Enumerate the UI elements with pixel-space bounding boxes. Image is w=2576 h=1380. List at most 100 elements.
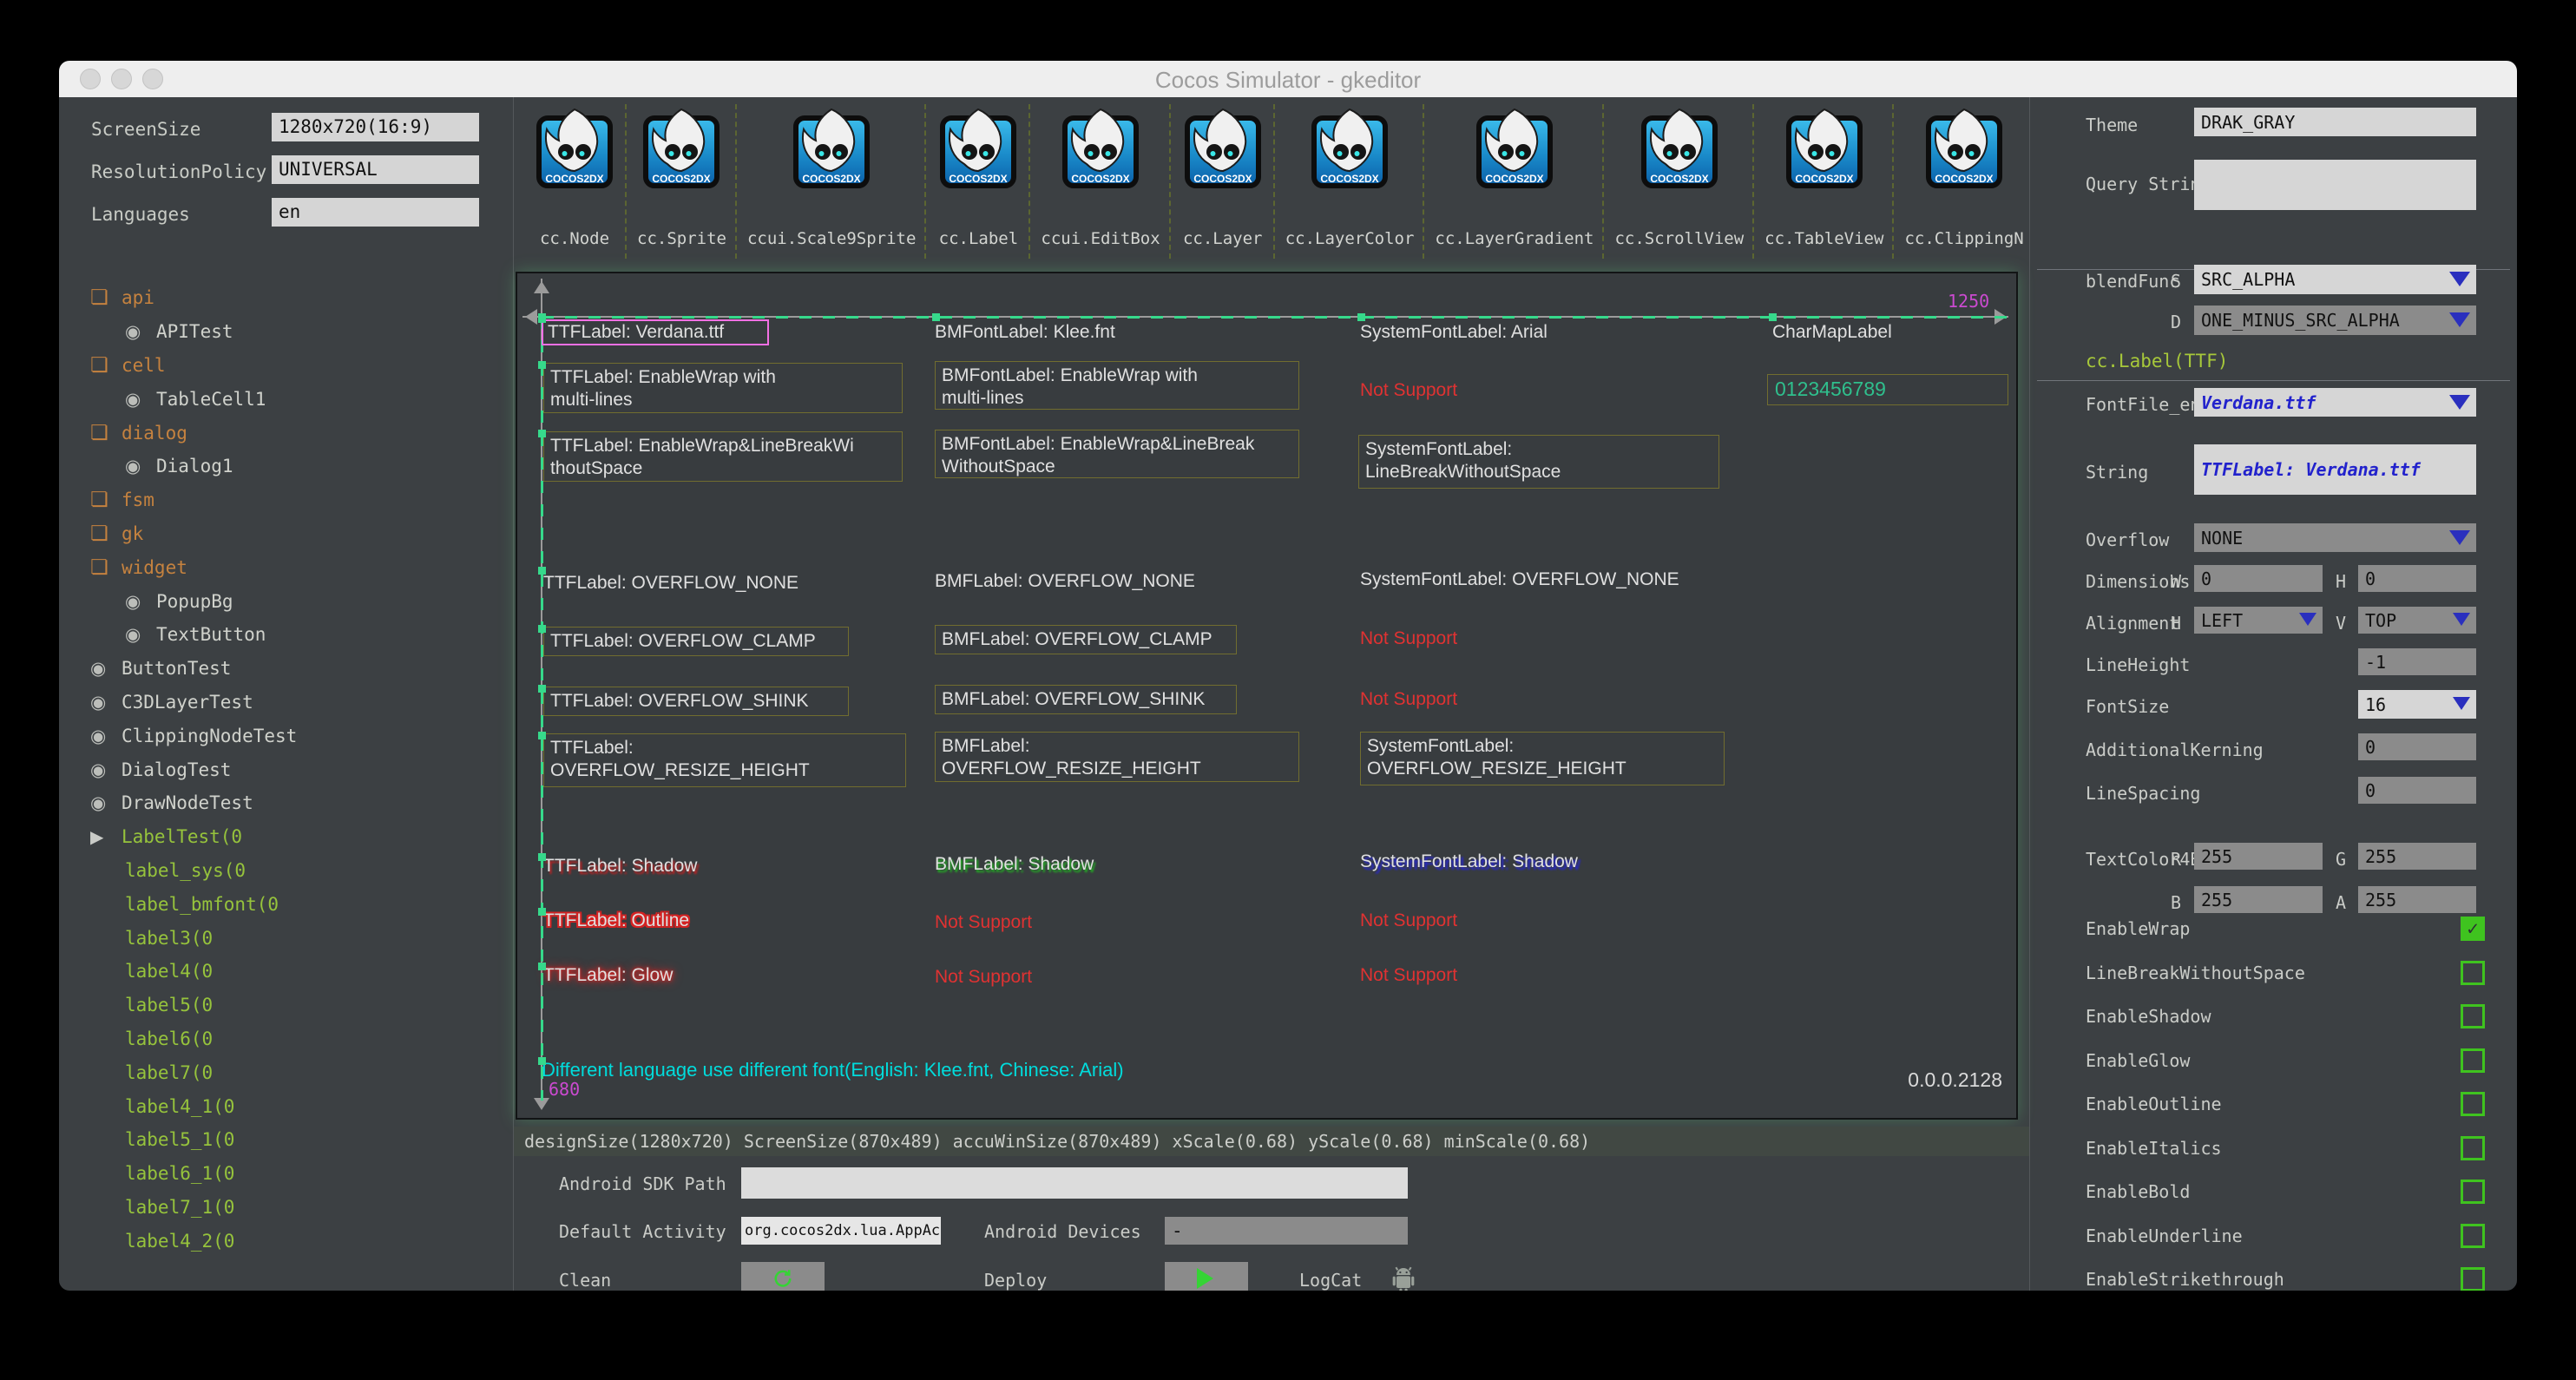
clean-button[interactable]	[741, 1262, 825, 1291]
canvas-label[interactable]: TTFLabel: OVERFLOW_RESIZE_HEIGHT	[543, 733, 906, 787]
overflow-dropdown[interactable]: NONE	[2194, 523, 2476, 552]
canvas-label[interactable]: TTFLabel: Shadow	[543, 856, 698, 876]
sidebar-item-label7-1-0[interactable]: label7_1(0	[59, 1191, 513, 1225]
canvas-label[interactable]: TTFLabel: Outline	[543, 910, 690, 930]
checkbox-enableitalics[interactable]	[2461, 1136, 2485, 1160]
sidebar-item-label4-0[interactable]: label4(0	[59, 955, 513, 989]
dim-w-input[interactable]: 0	[2194, 565, 2323, 592]
canvas-label[interactable]: SystemFontLabel: LineBreakWithoutSpace	[1358, 435, 1719, 489]
scene-canvas[interactable]: 1250 680 0.0.0.2128 TTFLabel: Verdana.tt…	[516, 272, 2018, 1120]
align-h-dropdown[interactable]: LEFT	[2194, 607, 2323, 634]
canvas-label[interactable]: BMFontLabel: EnableWrap&LineBreak Withou…	[935, 430, 1299, 478]
canvas-label[interactable]: Not Support	[1360, 965, 1458, 985]
sidebar-item-textbutton[interactable]: TextButton	[59, 618, 513, 652]
checkbox-linebreakwithoutspace[interactable]	[2461, 961, 2485, 985]
canvas-label[interactable]: BMFLabel: OVERFLOW_NONE	[935, 571, 1195, 591]
sidebar-item-fsm[interactable]: fsm	[59, 483, 513, 517]
query-string-input[interactable]	[2194, 160, 2476, 210]
sidebar-item-label-bmfont-0[interactable]: label_bmfont(0	[59, 887, 513, 921]
align-v-dropdown[interactable]: TOP	[2358, 607, 2476, 634]
canvas-label[interactable]: BMFLabel: OVERFLOW_CLAMP	[935, 625, 1237, 654]
sidebar-item-gk[interactable]: gk	[59, 517, 513, 551]
default-activity-input[interactable]: org.cocos2dx.lua.AppActivity	[741, 1217, 941, 1245]
canvas-label[interactable]: TTFLabel: Glow	[543, 965, 674, 985]
canvas-label[interactable]: Not Support	[935, 912, 1033, 932]
resolutionpolicy-input[interactable]: UNIVERSAL	[272, 155, 479, 184]
sidebar-item-labeltest-0[interactable]: LabelTest(0	[59, 820, 513, 854]
logcat-button[interactable]	[1386, 1262, 1421, 1291]
color-r-input[interactable]: 255	[2194, 843, 2323, 870]
fontsize-dropdown[interactable]: 16	[2358, 690, 2476, 719]
sidebar-item-label5-1-0[interactable]: label5_1(0	[59, 1123, 513, 1157]
screensize-input[interactable]: 1280x720(16:9)	[272, 113, 479, 141]
canvas-label[interactable]: TTFLabel: EnableWrap with multi-lines	[543, 363, 903, 413]
sidebar-item-popupbg[interactable]: PopupBg	[59, 584, 513, 618]
palette-item-cc-tableview[interactable]: COCOS2DX cc.TableView	[1754, 97, 1895, 271]
sidebar-item-label6-0[interactable]: label6(0	[59, 1022, 513, 1056]
kerning-input[interactable]: 0	[2358, 733, 2476, 760]
deploy-button[interactable]	[1165, 1262, 1248, 1291]
palette-item-ccui-scale9sprite[interactable]: COCOS2DX ccui.Scale9Sprite	[737, 97, 927, 271]
sidebar-item-api[interactable]: api	[59, 281, 513, 315]
checkbox-enablestrikethrough[interactable]	[2461, 1267, 2485, 1291]
palette-item-cc-layer[interactable]: COCOS2DX cc.Layer	[1171, 97, 1275, 271]
palette-item-cc-node[interactable]: COCOS2DX cc.Node	[522, 97, 627, 271]
canvas-label[interactable]: TTFLabel: OVERFLOW_SHINK	[543, 687, 849, 716]
color-b-input[interactable]: 255	[2194, 886, 2323, 913]
canvas-label[interactable]: Not Support	[1360, 628, 1458, 648]
sidebar-item-widget[interactable]: widget	[59, 550, 513, 584]
palette-item-cc-label[interactable]: COCOS2DX cc.Label	[926, 97, 1031, 271]
canvas-label[interactable]: BMFLabel: OVERFLOW_SHINK	[935, 685, 1237, 714]
canvas-label[interactable]: TTFLabel: EnableWrap&LineBreakWi thoutSp…	[543, 431, 903, 482]
canvas-label[interactable]: Not Support	[1360, 910, 1458, 930]
sidebar-item-tablecell1[interactable]: TableCell1	[59, 382, 513, 416]
canvas-label[interactable]: 0123456789	[1767, 374, 2008, 405]
blend-dst-dropdown[interactable]: ONE_MINUS_SRC_ALPHA	[2194, 306, 2476, 335]
palette-item-cc-scrollview[interactable]: COCOS2DX cc.ScrollView	[1604, 97, 1755, 271]
dim-h-input[interactable]: 0	[2358, 565, 2476, 592]
android-devices-input[interactable]: -	[1165, 1217, 1408, 1245]
sidebar-item-apitest[interactable]: APITest	[59, 315, 513, 349]
sidebar-item-dialog1[interactable]: Dialog1	[59, 450, 513, 483]
canvas-label[interactable]: TTFLabel: Verdana.ttf	[542, 319, 769, 345]
checkbox-enablebold[interactable]	[2461, 1180, 2485, 1204]
canvas-label[interactable]: Not Support	[1360, 380, 1458, 400]
checkbox-enableshadow[interactable]	[2461, 1004, 2485, 1028]
canvas-label[interactable]: Not Support	[935, 967, 1033, 987]
canvas-label[interactable]: BMFLabel: OVERFLOW_RESIZE_HEIGHT	[935, 732, 1299, 782]
sidebar-item-label5-0[interactable]: label5(0	[59, 989, 513, 1022]
checkbox-enableglow[interactable]	[2461, 1048, 2485, 1073]
color-a-input[interactable]: 255	[2358, 886, 2476, 913]
canvas-label[interactable]: Different language use different font(En…	[542, 1059, 1124, 1081]
palette-item-cc-layercolor[interactable]: COCOS2DX cc.LayerColor	[1275, 97, 1425, 271]
canvas-label[interactable]: SystemFontLabel: Shadow	[1360, 851, 1578, 871]
sidebar-item-label6-1-0[interactable]: label6_1(0	[59, 1157, 513, 1191]
sidebar-item-dialogtest[interactable]: DialogTest	[59, 752, 513, 786]
minimize-window-button[interactable]	[111, 69, 132, 89]
canvas-label[interactable]: SystemFontLabel: Arial	[1360, 322, 1548, 342]
close-window-button[interactable]	[80, 69, 101, 89]
sidebar-item-cell[interactable]: cell	[59, 349, 513, 383]
canvas-label[interactable]: Not Support	[1360, 689, 1458, 709]
fontfile-dropdown[interactable]: Verdana.ttf	[2194, 388, 2476, 417]
sidebar-item-c3dlayertest[interactable]: C3DLayerTest	[59, 686, 513, 720]
canvas-label[interactable]: TTFLabel: OVERFLOW_NONE	[543, 573, 799, 593]
palette-item-ccui-editbox[interactable]: COCOS2DX ccui.EditBox	[1030, 97, 1171, 271]
sidebar-item-drawnodetest[interactable]: DrawNodeTest	[59, 786, 513, 820]
languages-input[interactable]: en	[272, 198, 479, 227]
canvas-label[interactable]: BMFLabel: Shadow	[935, 854, 1094, 874]
blend-src-dropdown[interactable]: SRC_ALPHA	[2194, 265, 2476, 294]
theme-input[interactable]: DRAK_GRAY	[2194, 108, 2476, 136]
sdk-path-input[interactable]	[741, 1167, 1408, 1199]
sidebar-item-label4-1-0[interactable]: label4_1(0	[59, 1089, 513, 1123]
palette-item-cc-sprite[interactable]: COCOS2DX cc.Sprite	[627, 97, 737, 271]
color-g-input[interactable]: 255	[2358, 843, 2476, 870]
canvas-label[interactable]: BMFontLabel: Klee.fnt	[935, 322, 1115, 342]
checkbox-enablewrap[interactable]: ✓	[2461, 917, 2485, 941]
sidebar-item-label3-0[interactable]: label3(0	[59, 921, 513, 955]
canvas-label[interactable]: SystemFontLabel: OVERFLOW_NONE	[1360, 569, 1679, 589]
canvas-label[interactable]: BMFontLabel: EnableWrap with multi-lines	[935, 361, 1299, 410]
sidebar-item-clippingnodetest[interactable]: ClippingNodeTest	[59, 719, 513, 752]
palette-item-cc-layergradient[interactable]: COCOS2DX cc.LayerGradient	[1424, 97, 1605, 271]
canvas-label[interactable]: CharMapLabel	[1772, 322, 1892, 342]
